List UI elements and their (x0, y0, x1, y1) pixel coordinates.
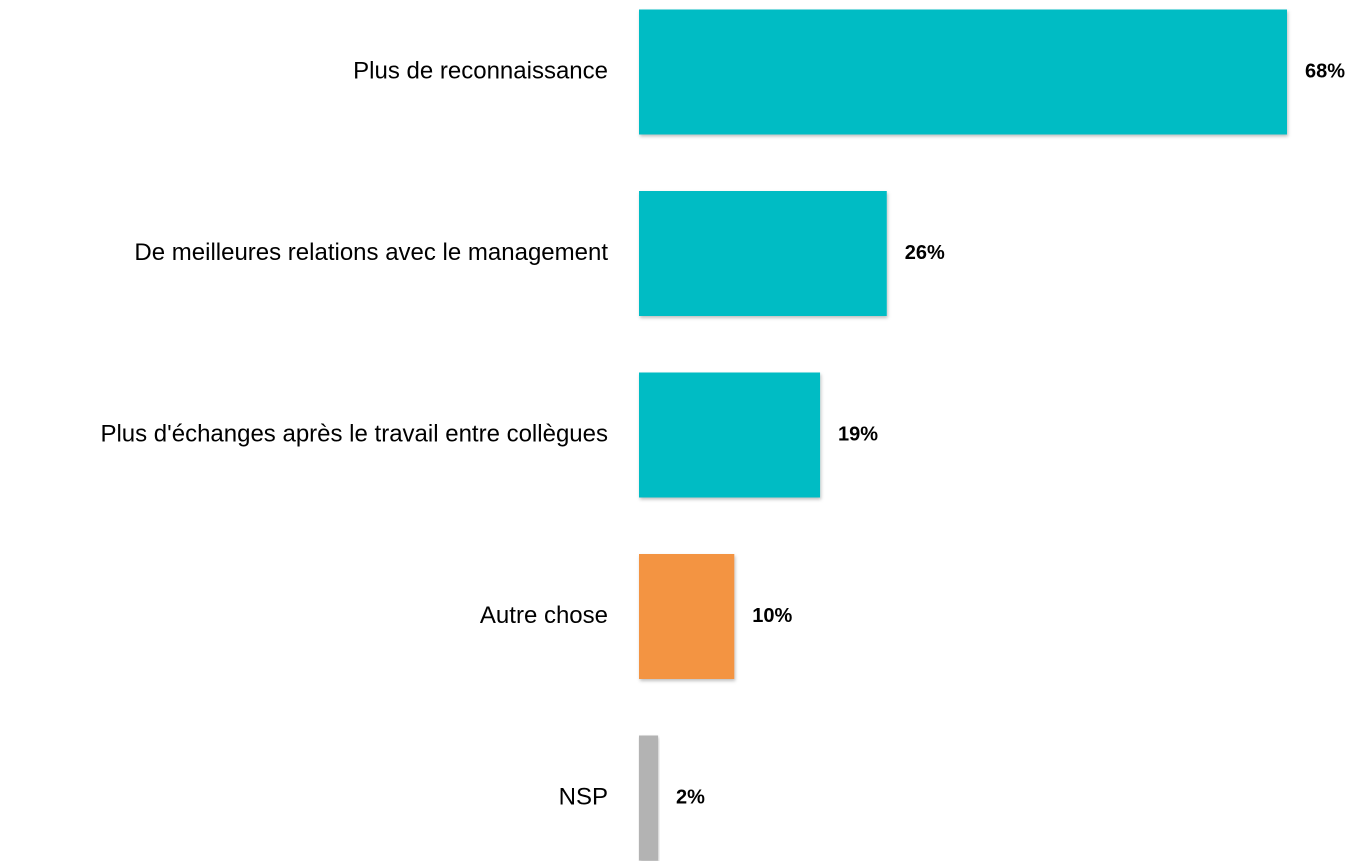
bar (639, 554, 735, 679)
category-label: Plus d'échanges après le travail entre c… (100, 420, 608, 447)
value-label: 10% (752, 605, 792, 627)
category-label: Autre chose (480, 602, 608, 629)
value-label: 2% (676, 786, 705, 808)
value-label: 68% (1305, 60, 1345, 82)
bar (639, 9, 1287, 135)
value-label: 26% (905, 242, 945, 264)
category-label: Plus de reconnaissance (353, 57, 608, 84)
bar (639, 372, 821, 498)
category-label: NSP (559, 783, 608, 810)
bar (639, 735, 659, 861)
category-label: De meilleures relations avec le manageme… (134, 239, 608, 266)
bar (639, 191, 887, 316)
value-label: 19% (838, 423, 878, 445)
